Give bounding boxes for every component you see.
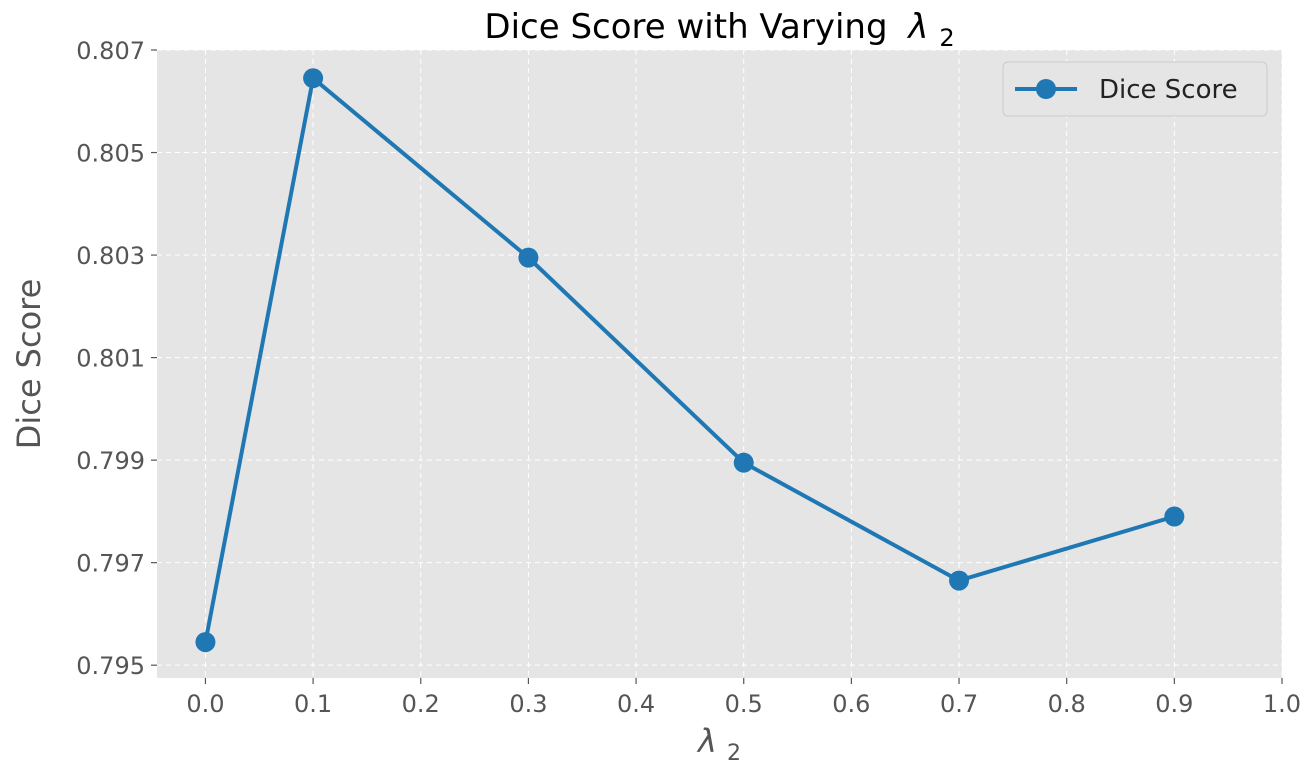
x-tick-label: 0.2 [402, 690, 440, 718]
y-tick-label: 0.799 [76, 447, 145, 475]
x-tick-label: 0.8 [1048, 690, 1086, 718]
axis-ticks: 0.0 0.1 0.2 0.3 0.4 0.5 0.6 0.7 0.8 0.9 1.0 0.795 0.… [76, 37, 1301, 718]
y-tick-label: 0.803 [76, 242, 145, 270]
data-point-marker [195, 632, 216, 653]
legend-entry-label: Dice Score [1099, 75, 1238, 105]
data-point-marker [1164, 506, 1185, 527]
x-tick-label: 1.0 [1263, 690, 1301, 718]
x-tick-label: 0.4 [617, 690, 655, 718]
x-axis-title: λ 2 [696, 722, 741, 766]
y-tick-label: 0.807 [76, 37, 145, 65]
chart-title-subscript: 2 [939, 24, 954, 52]
plot-area [157, 50, 1282, 678]
legend: Dice Score [1002, 61, 1268, 117]
series-line [203, 76, 1175, 643]
x-tick-label: 0.3 [509, 690, 547, 718]
x-tick-label: 0.0 [186, 690, 224, 718]
data-point-marker [949, 570, 970, 591]
series-layer [195, 68, 1185, 653]
data-point-marker [518, 247, 539, 268]
data-point-marker [733, 452, 754, 473]
chart-title-symbol: λ [906, 7, 928, 47]
y-tick-label: 0.801 [76, 345, 145, 373]
x-axis-title-symbol: λ [696, 722, 717, 760]
x-tick-label: 0.1 [294, 690, 332, 718]
x-tick-label: 0.6 [832, 690, 870, 718]
legend-marker-sample [1036, 79, 1056, 99]
x-axis-title-subscript: 2 [727, 741, 741, 766]
x-tick-label: 0.7 [940, 690, 978, 718]
y-tick-label: 0.797 [76, 550, 145, 578]
y-tick-label: 0.805 [76, 140, 145, 168]
x-tick-label: 0.9 [1155, 690, 1193, 718]
y-axis-title: Dice Score [10, 279, 48, 450]
legend-box [1002, 61, 1268, 117]
chart-title: Dice Score with Varying λ 2 [484, 7, 954, 52]
x-tick-label: 0.5 [725, 690, 763, 718]
chart-title-text: Dice Score with Varying [484, 7, 887, 47]
y-tick-label: 0.795 [76, 652, 145, 680]
data-point-marker [303, 68, 324, 89]
